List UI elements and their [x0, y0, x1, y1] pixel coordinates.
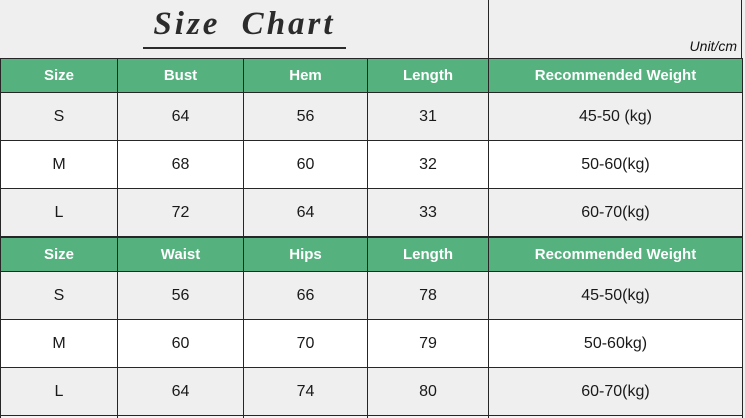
table-row: M 60 70 79 50-60kg) — [0, 319, 743, 368]
header-row: Size Bust Hem Length Recommended Weight — [0, 58, 743, 93]
column-header-weight: Recommended Weight — [488, 237, 743, 272]
cell-weight: 50-60(kg) — [488, 140, 743, 189]
cell-bust: 64 — [117, 92, 244, 141]
cell-hips: 70 — [243, 319, 368, 368]
cut-off-next-row — [0, 415, 743, 418]
unit-label: Unit/cm — [689, 38, 737, 54]
cell-hem: 56 — [243, 92, 368, 141]
table-row: L 64 74 80 60-70(kg) — [0, 367, 743, 416]
title-wrap: Size Chart — [0, 6, 489, 49]
cell-length: 31 — [367, 92, 489, 141]
cell-length: 33 — [367, 188, 489, 237]
cell-waist: 60 — [117, 319, 244, 368]
table-row: M 68 60 32 50-60(kg) — [0, 140, 743, 189]
page-title: Size Chart — [143, 6, 346, 49]
cell-bust: 68 — [117, 140, 244, 189]
cell-size: M — [0, 140, 118, 189]
cell-hem: 60 — [243, 140, 368, 189]
table-row: S 56 66 78 45-50(kg) — [0, 271, 743, 320]
title-band: Size Chart Unit/cm — [0, 0, 745, 58]
cell-hem: 64 — [243, 188, 368, 237]
column-header-waist: Waist — [117, 237, 244, 272]
unit-label-cell: Unit/cm — [488, 0, 742, 58]
column-header-size: Size — [0, 58, 118, 93]
cell-size: L — [0, 367, 118, 416]
size-table-bottom: Size Waist Hips Length Recommended Weigh… — [0, 237, 743, 418]
cell-waist: 56 — [117, 271, 244, 320]
size-table-top: Size Bust Hem Length Recommended Weight … — [0, 58, 743, 237]
cell-hips: 66 — [243, 271, 368, 320]
table-row: S 64 56 31 45-50 (kg) — [0, 92, 743, 141]
cell-bust: 72 — [117, 188, 244, 237]
cell-weight: 45-50(kg) — [488, 271, 743, 320]
table-row: L 72 64 33 60-70(kg) — [0, 188, 743, 237]
cell-size: M — [0, 319, 118, 368]
cell-length: 80 — [367, 367, 489, 416]
column-header-size: Size — [0, 237, 118, 272]
cell-waist: 64 — [117, 367, 244, 416]
cell-weight: 45-50 (kg) — [488, 92, 743, 141]
column-header-weight: Recommended Weight — [488, 58, 743, 93]
column-header-bust: Bust — [117, 58, 244, 93]
header-row: Size Waist Hips Length Recommended Weigh… — [0, 237, 743, 272]
cell-weight: 50-60kg) — [488, 319, 743, 368]
cell-size: L — [0, 188, 118, 237]
cell-weight: 60-70(kg) — [488, 188, 743, 237]
column-header-length: Length — [367, 237, 489, 272]
cell-weight: 60-70(kg) — [488, 367, 743, 416]
cell-length: 78 — [367, 271, 489, 320]
cell-hips: 74 — [243, 367, 368, 416]
cell-size: S — [0, 92, 118, 141]
cell-length: 32 — [367, 140, 489, 189]
cell-length: 79 — [367, 319, 489, 368]
column-header-hips: Hips — [243, 237, 368, 272]
cell-size: S — [0, 271, 118, 320]
column-header-hem: Hem — [243, 58, 368, 93]
column-header-length: Length — [367, 58, 489, 93]
